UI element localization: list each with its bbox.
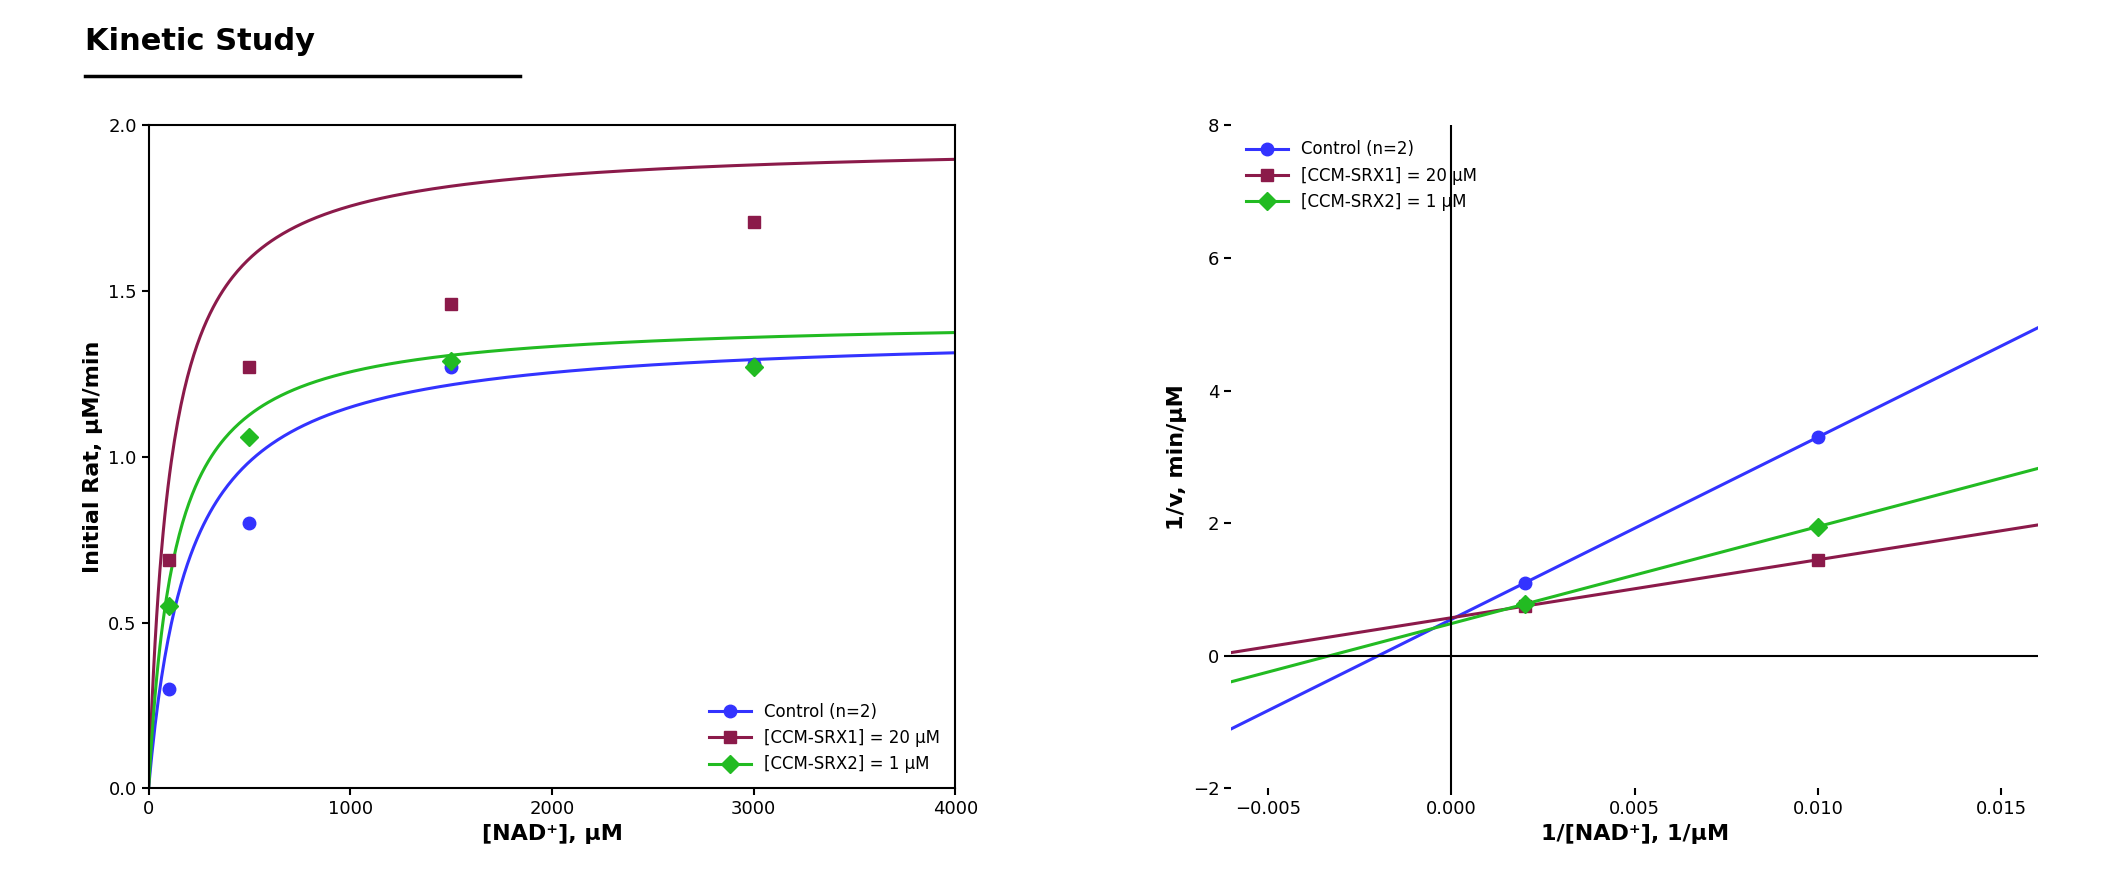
X-axis label: 1/[NAD⁺], 1/μM: 1/[NAD⁺], 1/μM xyxy=(1541,823,1728,844)
X-axis label: [NAD⁺], μM: [NAD⁺], μM xyxy=(482,823,622,844)
Y-axis label: 1/v, min/μM: 1/v, min/μM xyxy=(1168,384,1187,530)
Text: Kinetic Study: Kinetic Study xyxy=(85,27,314,56)
Legend: Control (n=2), [CCM-SRX1] = 20 μM, [CCM-SRX2] = 1 μM: Control (n=2), [CCM-SRX1] = 20 μM, [CCM-… xyxy=(703,696,947,780)
Legend: Control (n=2), [CCM-SRX1] = 20 μM, [CCM-SRX2] = 1 μM: Control (n=2), [CCM-SRX1] = 20 μM, [CCM-… xyxy=(1240,134,1484,218)
Y-axis label: Initial Rat, μM/min: Initial Rat, μM/min xyxy=(83,340,102,573)
